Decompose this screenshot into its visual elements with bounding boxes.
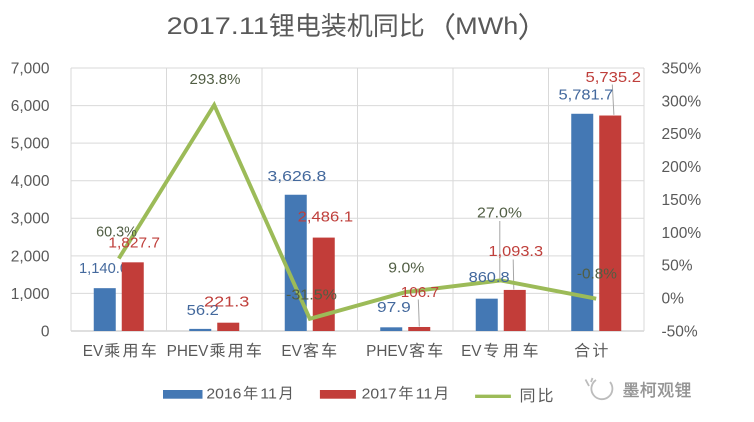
- svg-text:221.3: 221.3: [204, 294, 249, 311]
- svg-text:3,626.8: 3,626.8: [267, 168, 326, 185]
- svg-text:PHEV: PHEV: [366, 343, 408, 360]
- svg-text:2017: 2017: [362, 386, 397, 403]
- svg-text:150%: 150%: [662, 192, 702, 209]
- svg-text:11: 11: [416, 386, 433, 403]
- svg-text:0%: 0%: [662, 291, 685, 308]
- svg-text:5,735.2: 5,735.2: [586, 69, 642, 86]
- svg-text:1,093.3: 1,093.3: [489, 243, 544, 260]
- svg-text:MWh: MWh: [455, 13, 518, 40]
- svg-text:-0.8%: -0.8%: [577, 266, 617, 283]
- svg-text:6,000: 6,000: [11, 98, 50, 115]
- svg-text:5,000: 5,000: [11, 136, 50, 153]
- svg-text:EV: EV: [461, 343, 482, 360]
- svg-text:5,781.7: 5,781.7: [559, 87, 614, 104]
- svg-text:293.8%: 293.8%: [190, 71, 241, 88]
- svg-text:EV: EV: [83, 343, 104, 360]
- svg-text:7,000: 7,000: [11, 60, 50, 77]
- svg-text:97.9: 97.9: [377, 299, 411, 316]
- svg-text:2,486.1: 2,486.1: [298, 209, 353, 226]
- svg-text:50%: 50%: [662, 258, 693, 275]
- svg-text:3,000: 3,000: [11, 211, 50, 228]
- svg-text:1,000: 1,000: [11, 286, 50, 303]
- svg-text:-50%: -50%: [662, 323, 698, 340]
- svg-text:350%: 350%: [662, 60, 702, 77]
- svg-text:250%: 250%: [662, 126, 702, 143]
- svg-text:56.2: 56.2: [187, 302, 219, 319]
- svg-text:0: 0: [41, 323, 50, 340]
- svg-text:1,140.0: 1,140.0: [79, 260, 128, 277]
- svg-text:27.0%: 27.0%: [477, 205, 522, 222]
- svg-text:11: 11: [260, 386, 277, 403]
- svg-text:2017.11: 2017.11: [167, 13, 269, 40]
- svg-text:PHEV: PHEV: [167, 343, 209, 360]
- svg-text:860.8: 860.8: [469, 269, 510, 286]
- svg-text:1,827.7: 1,827.7: [108, 235, 160, 252]
- svg-text:4,000: 4,000: [11, 173, 50, 190]
- svg-text:2016: 2016: [206, 386, 241, 403]
- svg-text:EV: EV: [281, 343, 302, 360]
- svg-text:200%: 200%: [662, 159, 702, 176]
- svg-text:2,000: 2,000: [11, 248, 50, 265]
- svg-text:60.3%: 60.3%: [96, 224, 137, 241]
- svg-text:9.0%: 9.0%: [388, 260, 424, 277]
- svg-text:300%: 300%: [662, 93, 702, 110]
- svg-text:100%: 100%: [662, 225, 702, 242]
- svg-text:106.7: 106.7: [401, 284, 439, 301]
- svg-text:-31.5%: -31.5%: [286, 287, 337, 304]
